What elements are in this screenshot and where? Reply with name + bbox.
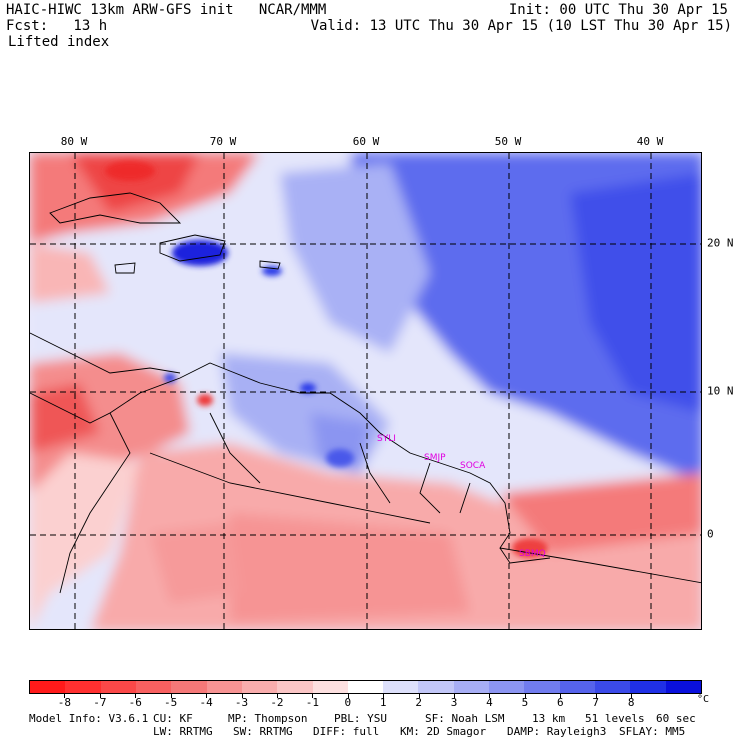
footer-km: KM: 2D Smagor	[400, 725, 487, 738]
colorbar-tick	[631, 694, 633, 698]
colorbar-label: 1	[379, 696, 387, 709]
colorbar-label: -1	[305, 696, 319, 709]
station-smjp[interactable]: SMJP	[424, 453, 446, 463]
colorbar-tick	[206, 694, 208, 698]
colorbar-segment	[347, 681, 384, 693]
lat-label-10n: 10 N	[707, 384, 734, 398]
colorbar-tick	[595, 694, 597, 698]
lat-label-0: 0	[707, 527, 714, 541]
colorbar-label: 5	[521, 696, 529, 709]
colorbar-segment	[277, 681, 313, 693]
colorbar-tick	[135, 694, 137, 698]
footer-model-info: Model Info: V3.6.1	[29, 712, 149, 725]
colorbar-segment	[383, 681, 419, 693]
central-america-coastline	[30, 392, 131, 594]
footer-sflay: SFLAY: MM5	[619, 725, 686, 738]
colorbar-tick	[276, 694, 278, 698]
colorbar-segment	[665, 681, 701, 693]
colorbar-segment	[630, 681, 666, 693]
colorbar-tick	[454, 694, 456, 698]
colorbar-label: 7	[592, 696, 600, 709]
station-syli[interactable]: SYLI	[377, 434, 396, 444]
colorbar-label: -2	[270, 696, 284, 709]
colorbar-label: -8	[57, 696, 72, 709]
footer-mp: MP: Thompson	[228, 712, 308, 725]
colorbar-segment	[135, 681, 172, 693]
colorbar-tick	[241, 694, 243, 698]
lon-label-80w: 80 W	[60, 135, 88, 148]
colorbar-label: 4	[486, 696, 493, 709]
footer-timestep: 60 sec	[656, 712, 696, 725]
colorbar-segment	[524, 681, 560, 693]
colorbar-tick	[418, 694, 420, 698]
colorbar-segment	[418, 681, 454, 693]
footer-sw: SW: RRTMG	[233, 725, 293, 738]
footer-lw: LW: RRTMG	[153, 725, 213, 738]
colorbar-tick	[99, 694, 101, 698]
colorbar-segment	[241, 681, 278, 693]
colorbar-unit: °C	[697, 694, 710, 705]
colorbar-label: 2	[415, 696, 422, 709]
colorbar-tick	[489, 694, 491, 698]
hispaniola-coastline	[159, 234, 226, 262]
colorbar-label: -4	[199, 696, 213, 709]
station-soca[interactable]: SOCA	[460, 461, 486, 471]
colorbar-label: -6	[128, 696, 142, 709]
footer-resolution: 13 km	[532, 712, 566, 725]
colorbar-segment	[312, 681, 348, 693]
colorbar-segment	[489, 681, 525, 693]
valid-time: Valid: 13 UTC Thu 30 Apr 15 (10 LST Thu …	[310, 18, 732, 34]
footer-sf: SF: Noah LSM	[425, 712, 505, 725]
colorbar-label: -5	[164, 696, 178, 709]
lon-label-40w: 40 W	[636, 135, 664, 148]
station-sbmq[interactable]: SBMQ	[519, 549, 546, 559]
footer-damp: DAMP: Rayleigh3	[507, 725, 607, 738]
colorbar-segment	[65, 681, 101, 693]
lon-label-70w: 70 W	[209, 135, 237, 148]
colorbar-tick	[170, 694, 172, 698]
forecast-hour: Fcst: 13 h	[6, 18, 108, 34]
colorbar-segment	[171, 681, 207, 693]
colorbar-label: 6	[557, 696, 564, 709]
colorbar-label: -7	[93, 696, 107, 709]
colorbar-segment	[453, 681, 490, 693]
colorbar	[29, 680, 702, 694]
cuba-coastline	[49, 192, 182, 224]
colorbar-tick	[312, 694, 314, 698]
footer-diff: DIFF: full	[313, 725, 380, 738]
lat-label-20n: 20 N	[707, 236, 734, 250]
lifted-index-map: SYLI SMJP SOCA SBMQ	[30, 153, 701, 629]
colorbar-segment	[559, 681, 595, 693]
lon-label-60w: 60 W	[352, 135, 380, 148]
south-america-coastline	[109, 362, 701, 584]
colorbar-segment	[100, 681, 136, 693]
colorbar-label: 8	[627, 696, 635, 709]
field-name: Lifted index	[8, 34, 110, 50]
colorbar-tick	[383, 694, 385, 698]
colorbar-segment	[30, 681, 66, 693]
colorbar-tick	[560, 694, 562, 698]
colorbar-label: 3	[450, 696, 458, 709]
init-time: Init: 00 UTC Thu 30 Apr 15	[508, 2, 728, 18]
footer-levels: 51 levels	[585, 712, 645, 725]
header-title: HAIC-HIWC 13km ARW-GFS init NCAR/MMM	[6, 2, 327, 18]
map-panel[interactable]: SYLI SMJP SOCA SBMQ	[29, 152, 702, 630]
colorbar-tick	[347, 694, 349, 698]
colorbar-label: 0	[344, 696, 352, 709]
footer-cu: CU: KF	[153, 712, 193, 725]
colorbar-label: -3	[234, 696, 249, 709]
colorbar-segment	[206, 681, 242, 693]
lon-label-50w: 50 W	[494, 135, 522, 148]
footer-pbl: PBL: YSU	[334, 712, 387, 725]
colorbar-tick	[524, 694, 526, 698]
colorbar-segment	[595, 681, 631, 693]
colorbar-tick	[64, 694, 66, 698]
